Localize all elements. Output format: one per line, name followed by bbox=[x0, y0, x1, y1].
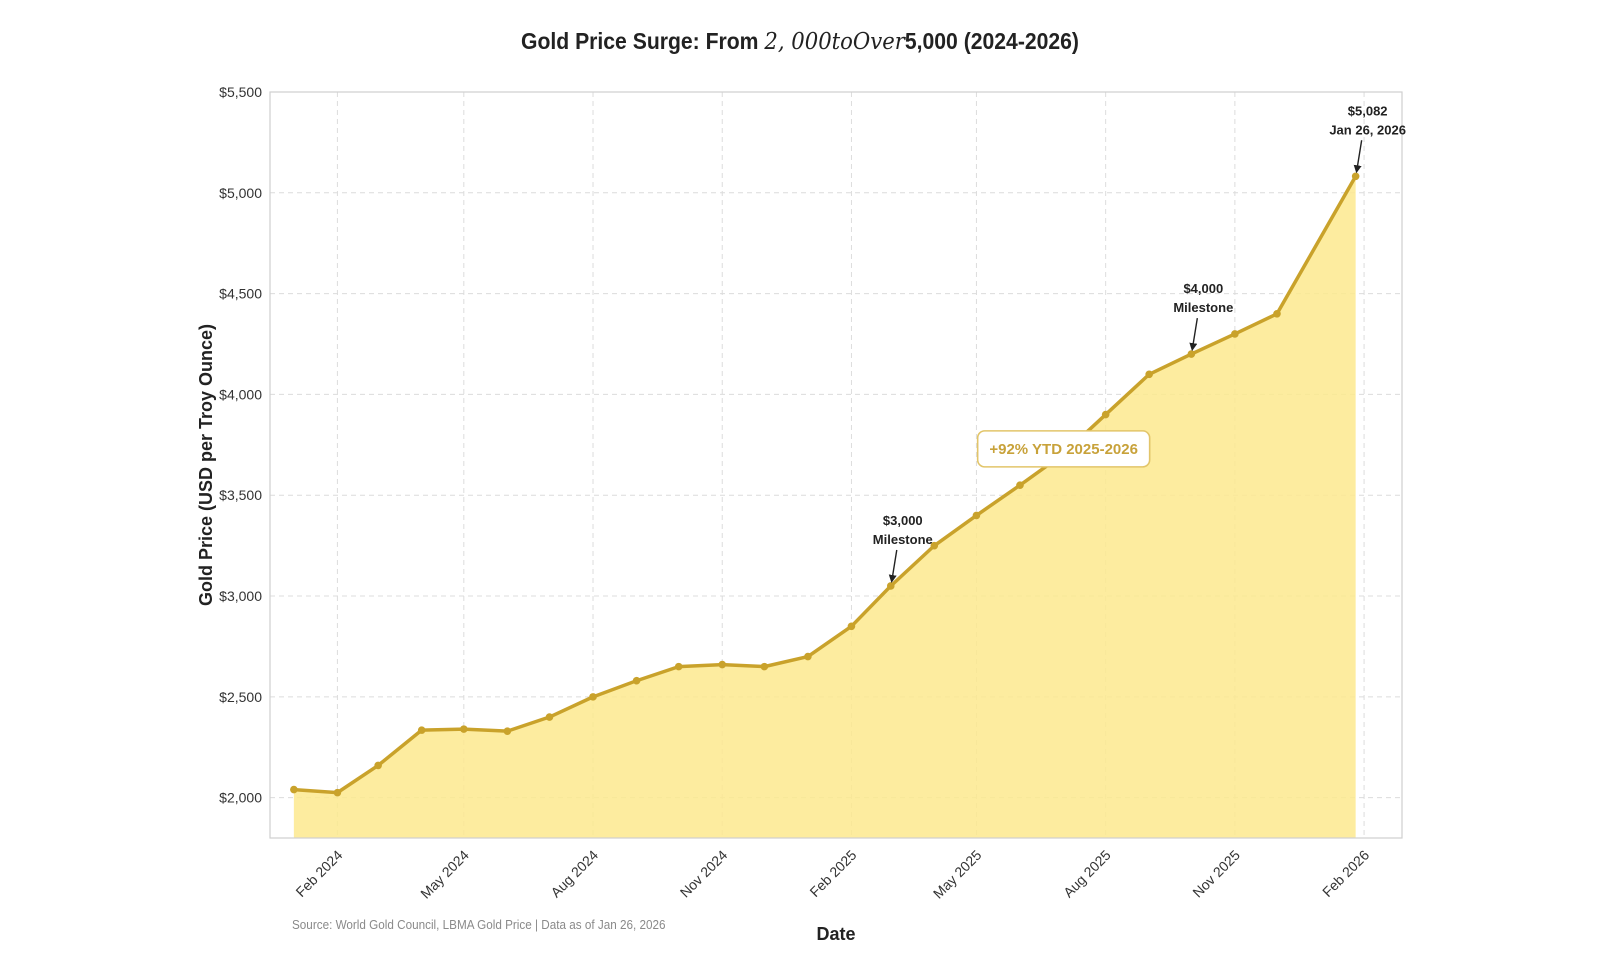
annotation-arrow bbox=[888, 549, 898, 583]
price-point bbox=[545, 713, 554, 721]
x-tick-label: May 2024 bbox=[417, 847, 472, 902]
title-prefix: Gold Price Surge: From bbox=[520, 28, 765, 54]
annotations: $5,082 Jan 26, 2026 $4,000 Milestone $3,000 M… bbox=[873, 103, 1406, 583]
price-area-fill bbox=[293, 176, 1356, 838]
price-point bbox=[374, 761, 382, 770]
price-point bbox=[460, 725, 468, 733]
price-point bbox=[1273, 309, 1281, 318]
price-point bbox=[1016, 481, 1024, 489]
price-point bbox=[804, 652, 812, 661]
source-note: Source: World Gold Council, LBMA Gold Pr… bbox=[292, 917, 666, 932]
x-tick-label: Aug 2025 bbox=[1060, 847, 1114, 901]
y-tick-label: $5,000 bbox=[219, 185, 262, 201]
price-point bbox=[290, 785, 298, 794]
plot-frame bbox=[269, 91, 1403, 839]
annotation-label: $3,000 bbox=[883, 513, 923, 528]
price-point bbox=[417, 726, 426, 734]
y-axis-title: Gold Price (USD per Troy Ounce) bbox=[196, 324, 216, 606]
price-point bbox=[1145, 370, 1153, 379]
price-point bbox=[847, 622, 856, 631]
y-axis: $2,000 $2,500 $3,000 $3,500 $4,000 $4,500 $5,0… bbox=[219, 84, 262, 806]
price-point bbox=[1187, 350, 1196, 358]
y-tick-label: $2,500 bbox=[219, 689, 262, 705]
price-point bbox=[1231, 330, 1239, 338]
y-tick-label: $4,500 bbox=[219, 286, 262, 302]
ytd-callout-text: +92% YTD 2025-2026 bbox=[989, 441, 1138, 458]
x-axis-title: Date bbox=[816, 924, 855, 944]
annotation-label: $4,000 bbox=[1183, 281, 1223, 296]
y-tick-label: $3,500 bbox=[219, 487, 262, 503]
area-layer bbox=[293, 176, 1356, 838]
price-point bbox=[1101, 410, 1110, 419]
price-point bbox=[632, 676, 641, 685]
price-point bbox=[503, 727, 512, 735]
price-point bbox=[760, 662, 769, 671]
annotation-label: Milestone bbox=[873, 532, 933, 547]
price-point bbox=[674, 662, 683, 671]
y-tick-label: $3,000 bbox=[219, 588, 262, 604]
title-math: 2, 000toOver bbox=[764, 29, 905, 55]
plot-border bbox=[269, 91, 1403, 839]
price-point bbox=[333, 788, 342, 797]
annotation-arrow bbox=[1353, 140, 1363, 174]
x-tick-label: Nov 2024 bbox=[677, 847, 731, 901]
price-point bbox=[718, 660, 727, 669]
price-point bbox=[930, 541, 939, 550]
price-point bbox=[1351, 172, 1360, 181]
annotation-label: $5,082 bbox=[1348, 103, 1388, 118]
price-point bbox=[886, 582, 895, 590]
y-tick-label: $2,000 bbox=[219, 790, 262, 806]
annotation-label: Milestone bbox=[1173, 300, 1233, 315]
y-tick-label: $4,000 bbox=[219, 386, 262, 402]
y-tick-label: $5,500 bbox=[219, 84, 262, 100]
x-tick-label: May 2025 bbox=[930, 847, 985, 902]
ytd-callout-box bbox=[976, 430, 1151, 468]
price-point bbox=[972, 511, 981, 520]
x-tick-label: Feb 2025 bbox=[806, 847, 859, 900]
x-axis: Feb 2024 May 2024 Aug 2024 Nov 2024 Feb 2025… bbox=[292, 847, 1372, 902]
chart-title: Gold Price Surge: From 2, 000toOver5,000… bbox=[64, 28, 1536, 55]
x-tick-label: Feb 2024 bbox=[292, 847, 345, 900]
annotation-arrow bbox=[1189, 317, 1199, 352]
x-tick-label: Nov 2025 bbox=[1189, 847, 1243, 901]
price-point bbox=[589, 693, 597, 701]
title-suffix: 5,000 (2024-2026) bbox=[904, 28, 1079, 54]
x-tick-label: Aug 2024 bbox=[547, 847, 601, 901]
x-tick-label: Feb 2026 bbox=[1319, 847, 1372, 900]
annotation-label: Jan 26, 2026 bbox=[1329, 122, 1406, 137]
